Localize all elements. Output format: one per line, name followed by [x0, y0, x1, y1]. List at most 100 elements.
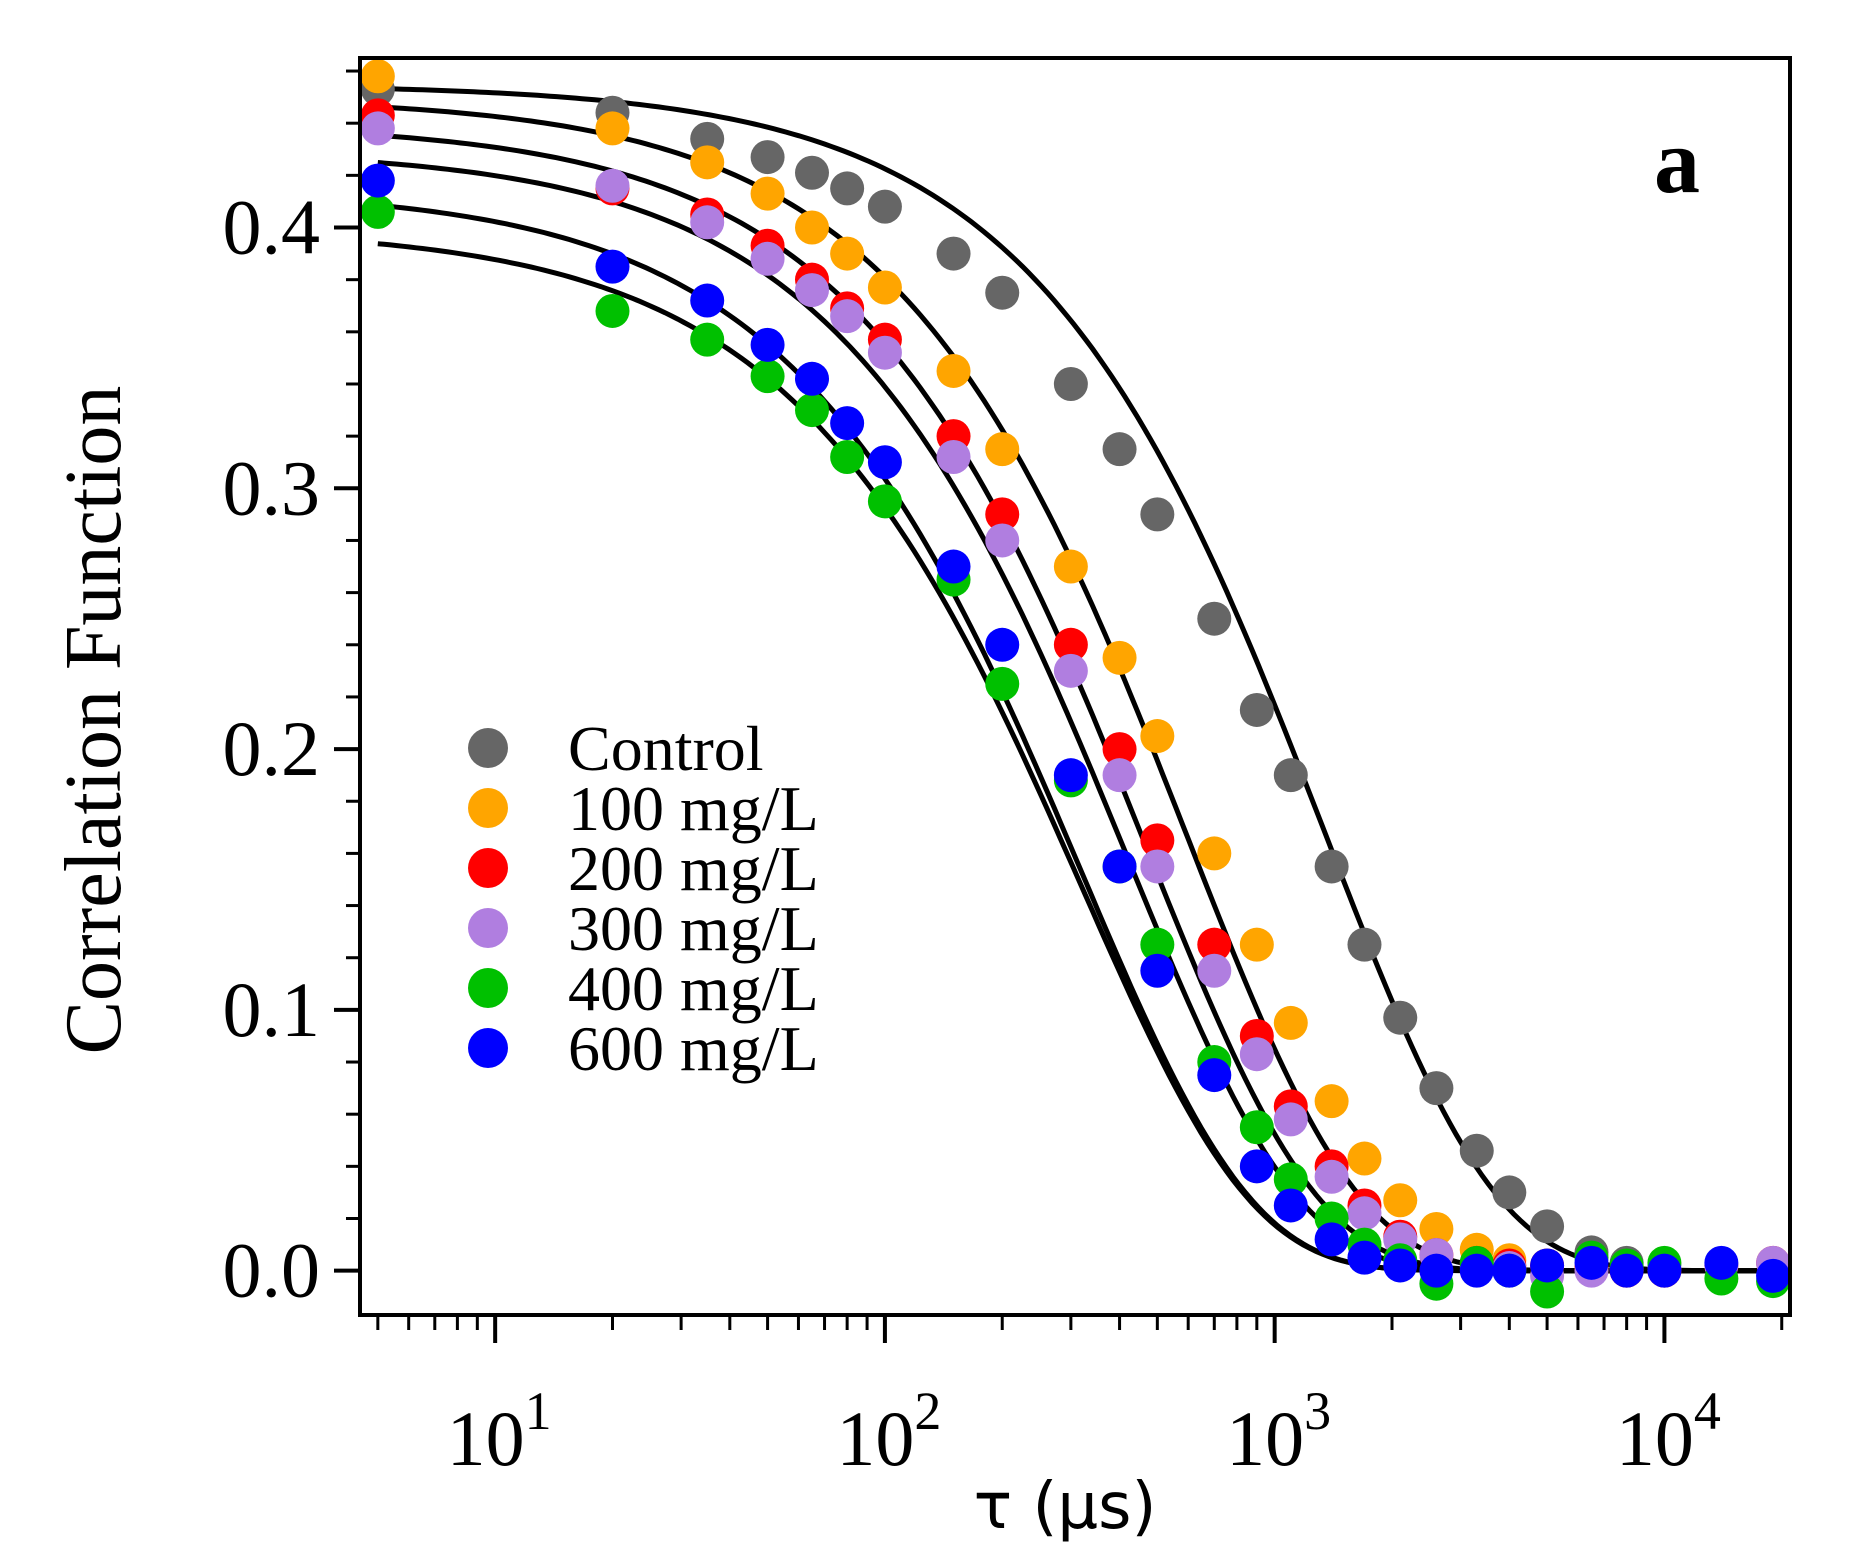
- data-point: [867, 189, 902, 224]
- data-point: [750, 241, 785, 276]
- legend-label: Control: [568, 713, 764, 784]
- data-point: [1419, 1253, 1454, 1288]
- data-point: [1314, 1222, 1349, 1257]
- data-point: [1273, 1188, 1308, 1223]
- data-point: [985, 275, 1020, 310]
- x-tick-base: 10: [1226, 1395, 1304, 1482]
- x-tick-base: 10: [836, 1395, 914, 1482]
- data-point: [1273, 758, 1308, 793]
- data-point: [936, 440, 971, 475]
- data-point: [985, 432, 1020, 467]
- series-5-points: [360, 163, 1791, 1293]
- legend-marker: [468, 728, 508, 768]
- data-point: [1383, 1000, 1418, 1035]
- data-point: [360, 194, 395, 229]
- data-point: [830, 171, 865, 206]
- data-point: [1239, 1149, 1274, 1184]
- data-point: [985, 497, 1020, 532]
- data-point: [1347, 927, 1382, 962]
- data-point: [595, 168, 630, 203]
- data-point: [1102, 758, 1137, 793]
- y-axis-label: Correlation Function: [50, 386, 138, 1055]
- data-point: [1140, 719, 1175, 754]
- series-1-points: [360, 59, 1682, 1288]
- data-point: [1239, 1037, 1274, 1072]
- data-point: [830, 236, 865, 271]
- data-point: [1459, 1253, 1494, 1288]
- data-point: [1140, 927, 1175, 962]
- data-point: [936, 549, 971, 584]
- data-point: [1053, 627, 1088, 662]
- data-point: [1574, 1245, 1609, 1280]
- legend-marker: [468, 968, 508, 1008]
- data-point: [360, 59, 395, 94]
- data-point: [1314, 1159, 1349, 1194]
- series-3-points: [360, 111, 1791, 1293]
- x-tick-label: 101: [447, 1381, 552, 1482]
- data-point: [690, 283, 725, 318]
- data-point: [794, 210, 829, 245]
- data-point: [750, 327, 785, 362]
- data-point: [1273, 1005, 1308, 1040]
- data-point: [1756, 1258, 1791, 1293]
- fit-curve-2: [377, 132, 1782, 1274]
- data-point: [690, 145, 725, 180]
- x-tick-base: 10: [447, 1395, 525, 1482]
- data-point: [867, 270, 902, 305]
- legend-marker: [468, 1028, 508, 1068]
- data-point: [1053, 653, 1088, 688]
- legend-label: 200 mg/L: [568, 833, 819, 904]
- y-tick-label: 0.2: [223, 705, 321, 792]
- data-point: [1197, 1058, 1232, 1093]
- data-point: [830, 440, 865, 475]
- data-point: [1530, 1248, 1565, 1283]
- legend-label: 600 mg/L: [568, 1013, 819, 1084]
- data-point: [1102, 732, 1137, 767]
- legend-marker: [468, 848, 508, 888]
- data-point: [985, 627, 1020, 662]
- data-point: [360, 111, 395, 146]
- data-point: [1492, 1253, 1527, 1288]
- data-point: [1197, 836, 1232, 871]
- data-point: [690, 322, 725, 357]
- data-point: [595, 293, 630, 328]
- data-point: [1197, 953, 1232, 988]
- data-point: [1102, 432, 1137, 467]
- data-point: [690, 121, 725, 156]
- data-point: [1102, 849, 1137, 884]
- data-points: [360, 59, 1791, 1309]
- x-tick-label: 103: [1226, 1381, 1331, 1482]
- panel-label: a: [1654, 110, 1700, 212]
- x-tick-exponent: 3: [1304, 1381, 1331, 1441]
- data-point: [1239, 692, 1274, 727]
- data-point: [750, 140, 785, 175]
- x-tick-exponent: 2: [914, 1381, 941, 1441]
- data-point: [985, 666, 1020, 701]
- data-point: [1419, 1211, 1454, 1246]
- legend-marker: [468, 908, 508, 948]
- data-point: [867, 335, 902, 370]
- x-axis-label: τ (μs): [974, 1470, 1157, 1544]
- data-point: [1492, 1175, 1527, 1210]
- data-point: [830, 299, 865, 334]
- data-point: [1140, 823, 1175, 858]
- legend-label: 300 mg/L: [568, 893, 819, 964]
- data-point: [1197, 927, 1232, 962]
- y-tick-label: 0.4: [223, 184, 321, 271]
- data-point: [1140, 497, 1175, 532]
- data-point: [794, 273, 829, 308]
- data-point: [1140, 953, 1175, 988]
- data-point: [360, 163, 395, 198]
- data-point: [1609, 1253, 1644, 1288]
- data-point: [1140, 849, 1175, 884]
- x-tick-exponent: 1: [525, 1381, 552, 1441]
- data-point: [750, 176, 785, 211]
- data-point: [1347, 1196, 1382, 1231]
- data-point: [794, 155, 829, 190]
- data-point: [1273, 1102, 1308, 1137]
- data-point: [1530, 1209, 1565, 1244]
- x-tick-base: 10: [1616, 1395, 1694, 1482]
- x-tick-exponent: 4: [1694, 1381, 1721, 1441]
